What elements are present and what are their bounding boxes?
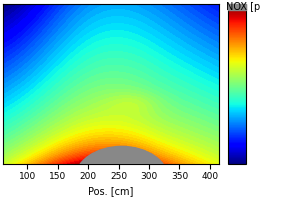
X-axis label: Pos. [cm]: Pos. [cm] [88,186,134,196]
Ellipse shape [74,146,169,200]
Bar [228,4,246,10]
Text: NOX [p: NOX [p [226,2,261,12]
